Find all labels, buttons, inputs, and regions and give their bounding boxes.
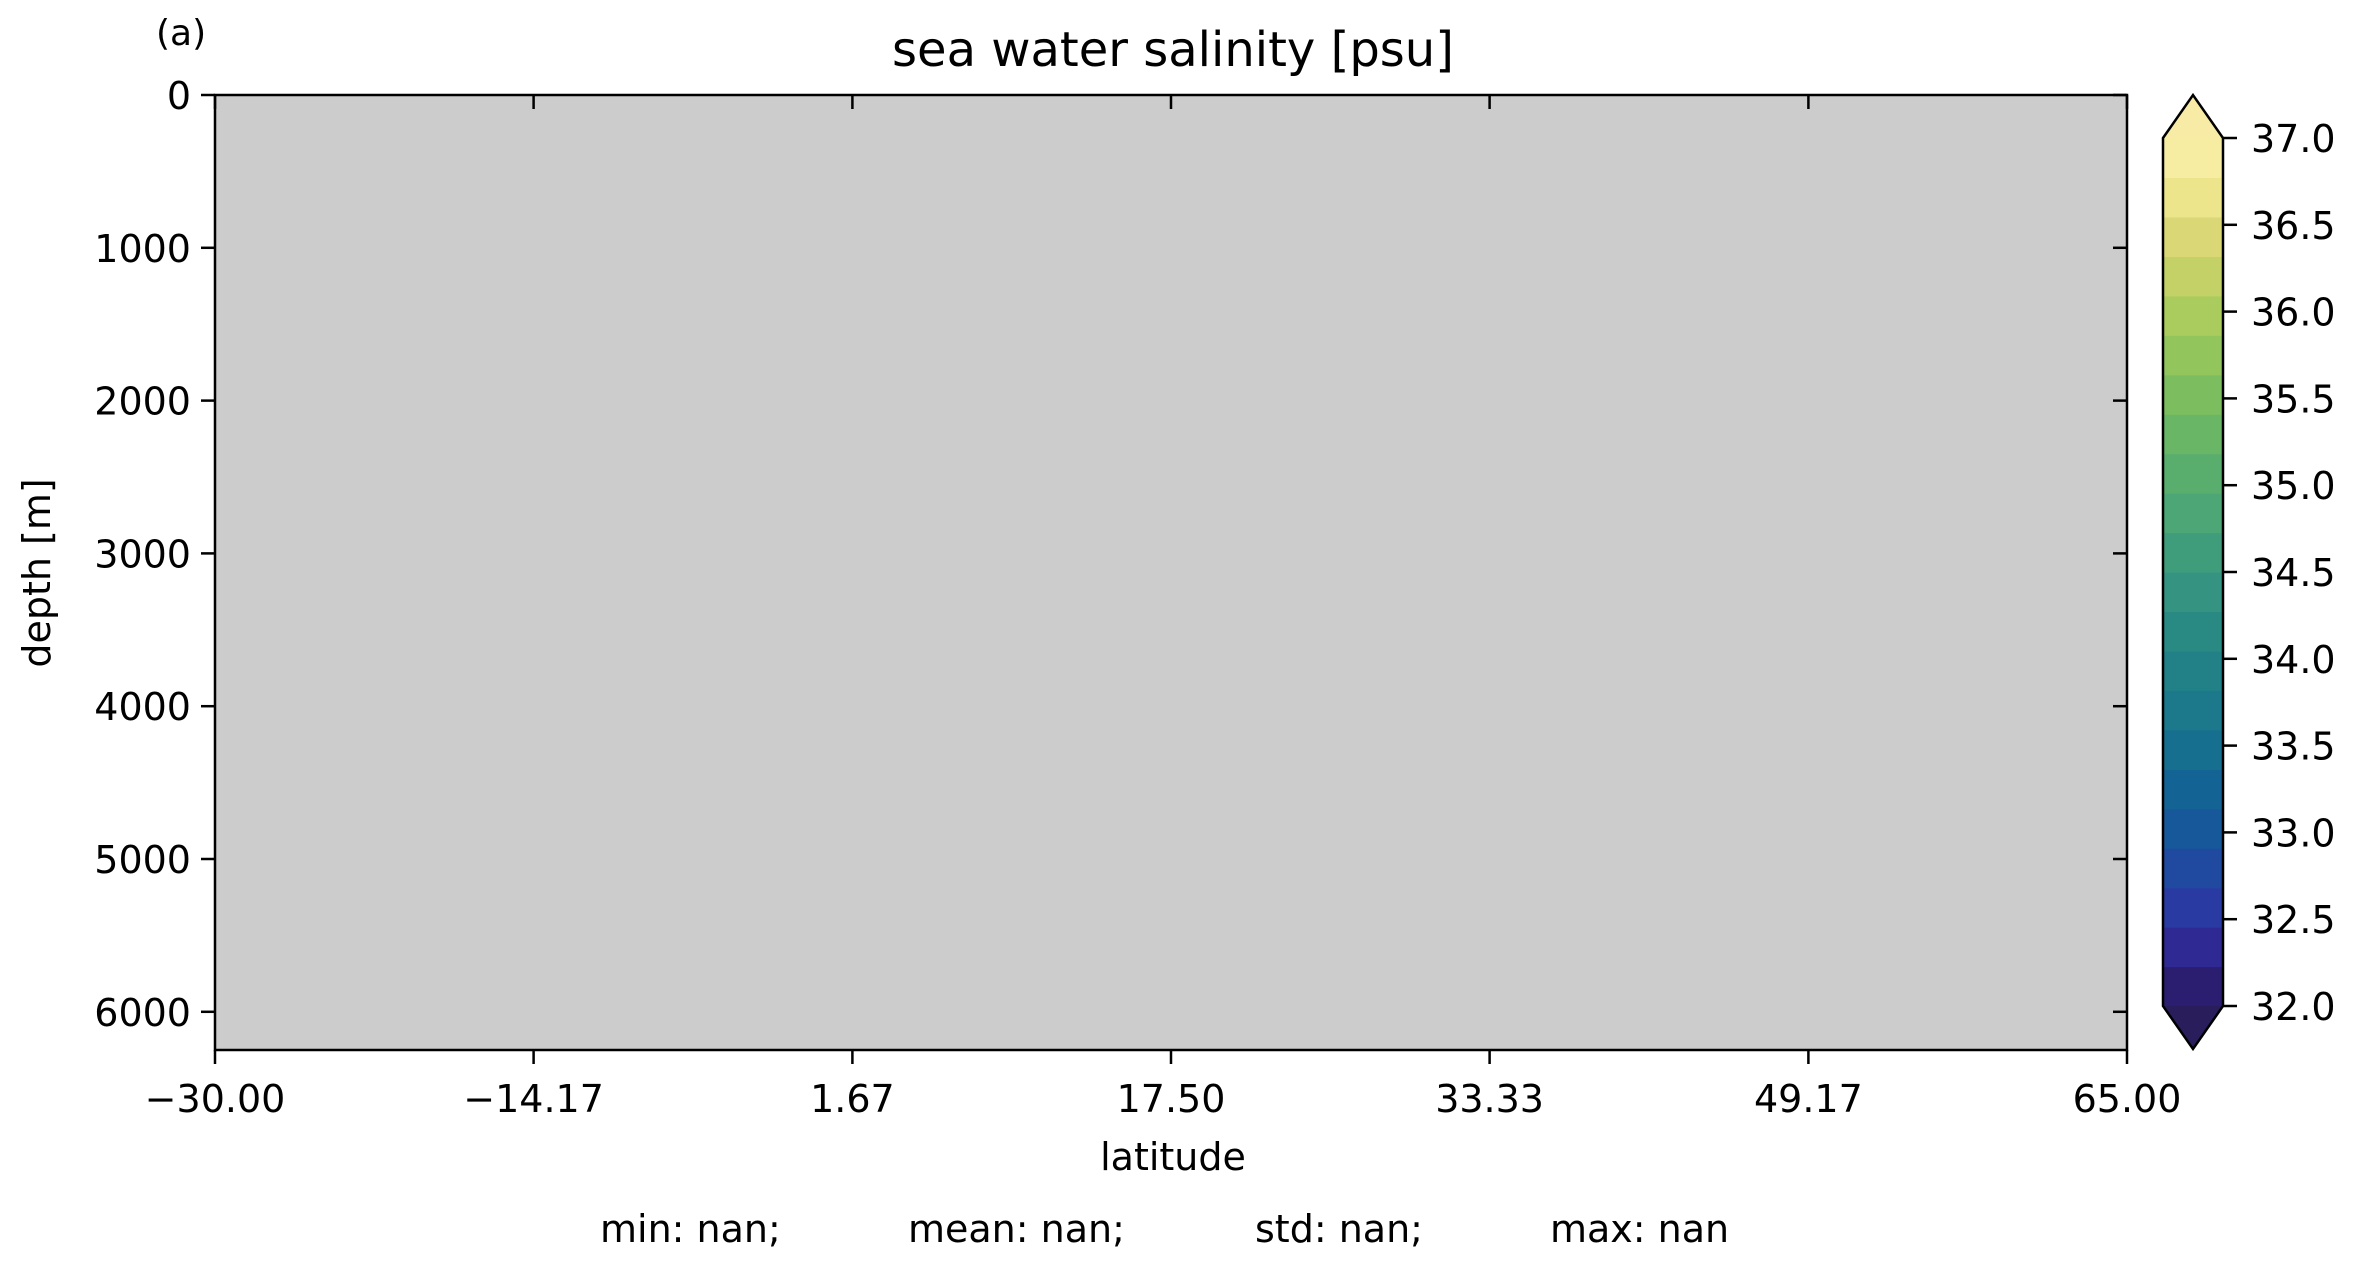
colorbar-level — [2163, 374, 2223, 415]
x-tick-label: −14.17 — [463, 1077, 604, 1121]
colorbar-tick-label: 36.0 — [2251, 291, 2336, 335]
x-tick-label: 17.50 — [1117, 1077, 1226, 1121]
y-tick-label: 5000 — [94, 838, 191, 882]
colorbar-level — [2163, 572, 2223, 613]
y-axis: 0 1000 2000 3000 4000 5000 6000 — [94, 74, 2127, 1035]
colorbar-level — [2163, 493, 2223, 534]
colorbar-level — [2163, 138, 2223, 179]
colorbar-tick-label: 35.0 — [2251, 464, 2336, 508]
stat-text: mean: nan; — [908, 1207, 1125, 1251]
x-tick-label: 49.17 — [1754, 1077, 1863, 1121]
colorbar-level — [2163, 453, 2223, 494]
y-tick-label: 3000 — [94, 532, 191, 576]
colorbar-tick-label: 32.5 — [2251, 898, 2336, 942]
colorbar-level — [2163, 650, 2223, 691]
colorbar-level — [2163, 769, 2223, 810]
x-axis: −30.00 −14.17 1.67 17.50 33.33 49.17 65.00 — [145, 95, 2182, 1121]
y-tick-label: 4000 — [94, 685, 191, 729]
colorbar-tick-label: 32.0 — [2251, 985, 2336, 1029]
plot-area — [215, 95, 2127, 1050]
stat-text: min: nan; — [600, 1207, 781, 1251]
colorbar-level — [2163, 848, 2223, 889]
colorbar-level — [2163, 729, 2223, 770]
stat-text: max: nan — [1550, 1207, 1729, 1251]
x-tick-label: 1.67 — [810, 1077, 895, 1121]
colorbar-tick-label: 33.5 — [2251, 725, 2336, 769]
y-axis-label: depth [m] — [15, 478, 59, 667]
colorbar-level — [2163, 177, 2223, 218]
y-tick-label: 1000 — [94, 227, 191, 271]
panel-label: (a) — [156, 13, 206, 54]
colorbar-tick-label: 33.0 — [2251, 811, 2336, 855]
colorbar-level — [2163, 611, 2223, 652]
colorbar-level — [2163, 256, 2223, 297]
colorbar-level — [2163, 887, 2223, 928]
colorbar-level — [2163, 335, 2223, 376]
colorbar-level — [2163, 295, 2223, 336]
chart-title: sea water salinity [psu] — [892, 22, 1454, 78]
colorbar-tick-label: 34.0 — [2251, 638, 2336, 682]
colorbar-level — [2163, 690, 2223, 731]
y-tick-label: 6000 — [94, 991, 191, 1035]
colorbar-level — [2163, 216, 2223, 257]
stat-text: std: nan; — [1255, 1207, 1423, 1251]
y-tick-label: 2000 — [94, 380, 191, 424]
colorbar-over-extension — [2163, 95, 2223, 138]
colorbar-level — [2163, 927, 2223, 968]
plot-frame — [213, 93, 2129, 1052]
colorbar-tick-label: 34.5 — [2251, 551, 2336, 595]
colorbar-tick-label: 35.5 — [2251, 377, 2336, 421]
x-tick-label: 33.33 — [1435, 1077, 1544, 1121]
colorbar-tick-label: 37.0 — [2251, 117, 2336, 161]
stats-line: min: nan; mean: nan; std: nan; max: nan — [600, 1207, 1729, 1251]
colorbar-level — [2163, 808, 2223, 849]
x-tick-label: 65.00 — [2073, 1077, 2182, 1121]
x-axis-label: latitude — [1100, 1135, 1246, 1179]
colorbar-level — [2163, 966, 2223, 1007]
x-tick-label: −30.00 — [145, 1077, 286, 1121]
y-tick-label: 0 — [167, 74, 191, 118]
colorbar: 32.0 32.5 33.0 33.5 34.0 34.5 35.0 35.5 36.0 36.5… — [2161, 92, 2336, 1052]
colorbar-under-extension — [2163, 1006, 2223, 1049]
colorbar-level — [2163, 414, 2223, 455]
colorbar-tick-label: 36.5 — [2251, 204, 2336, 248]
colorbar-level — [2163, 532, 2223, 573]
